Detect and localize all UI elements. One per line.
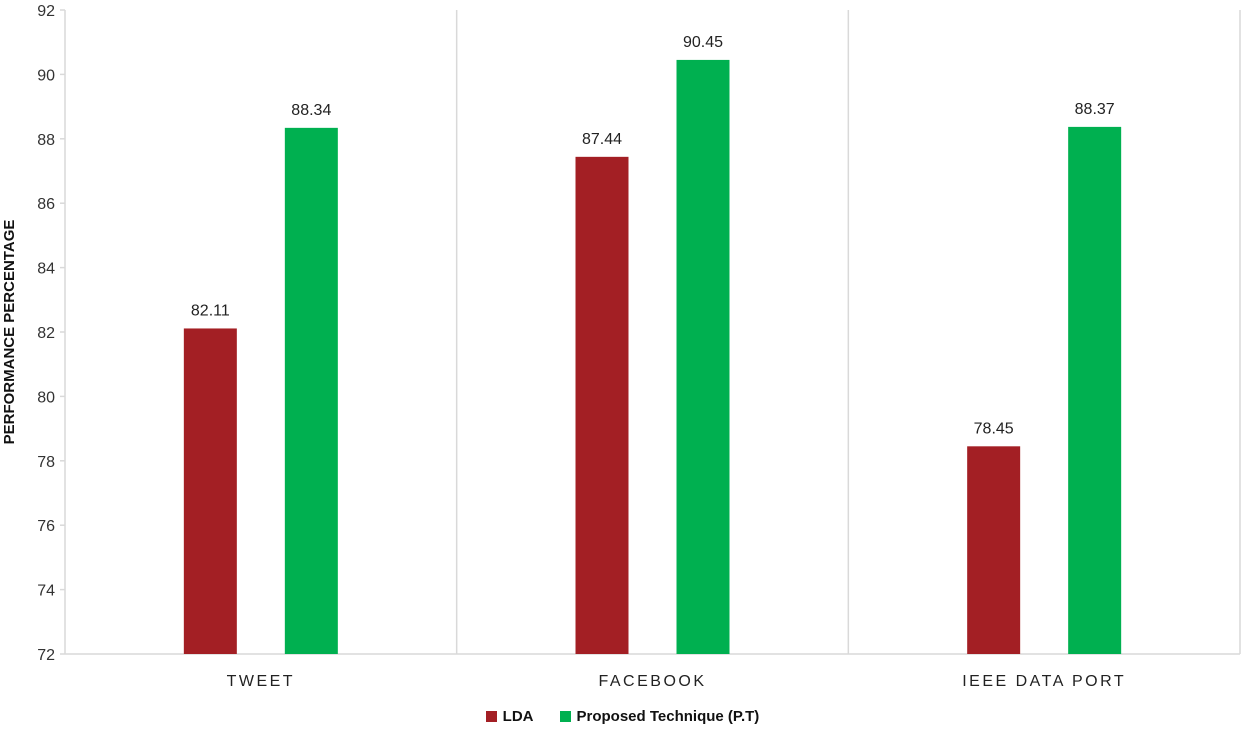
data-label: 82.11	[191, 302, 230, 319]
y-tick-label: 80	[37, 389, 55, 406]
x-category-label: IEEE DATA PORT	[962, 673, 1126, 690]
legend-item-proposed: Proposed Technique (P.T)	[559, 708, 760, 725]
y-tick-label: 86	[37, 196, 55, 213]
bars	[183, 59, 1122, 655]
bar-chart: 72 74 76 78 80 82 84 86 88 90 92 TWEET FACEBOOK IEEE …	[1, 3, 1241, 690]
legend-item-lda: LDA	[485, 708, 534, 725]
x-category-label: FACEBOOK	[598, 673, 706, 690]
data-label: 87.44	[582, 131, 622, 148]
y-tick-label: 82	[37, 325, 55, 342]
y-axis-title: PERFORMANCE PERCENTAGE	[1, 220, 18, 445]
bar-lda	[967, 446, 1021, 654]
y-tick-label: 84	[37, 261, 55, 278]
data-label: 88.37	[1075, 101, 1115, 118]
data-label: 90.45	[683, 34, 723, 51]
y-tick-label: 76	[37, 518, 55, 535]
legend: LDA Proposed Technique (P.T)	[0, 708, 1245, 725]
bar-proposed	[676, 59, 730, 655]
bar-proposed	[1068, 126, 1122, 655]
bar-lda	[575, 156, 629, 654]
legend-swatch-lda	[485, 711, 497, 722]
y-tick-label: 88	[37, 132, 55, 149]
x-category-label: TWEET	[227, 673, 296, 690]
y-tick-label: 92	[37, 3, 55, 20]
data-label: 88.34	[291, 102, 331, 119]
data-label: 78.45	[974, 420, 1014, 437]
bar-lda	[183, 328, 237, 654]
legend-label-lda: LDA	[502, 708, 534, 725]
legend-swatch-proposed	[559, 711, 571, 722]
y-tick-label: 72	[37, 647, 55, 664]
y-tick-label: 78	[37, 454, 55, 471]
legend-label-proposed: Proposed Technique (P.T)	[576, 708, 760, 725]
bar-proposed	[284, 127, 338, 655]
y-tick-label: 74	[37, 583, 55, 600]
axes: 72 74 76 78 80 82 84 86 88 90 92 TWEET FACEBOOK IEEE …	[37, 3, 1241, 690]
y-tick-label: 90	[37, 67, 55, 84]
data-labels: 82.11 88.34 87.44 90.45 78.45 88.37	[191, 34, 1115, 437]
